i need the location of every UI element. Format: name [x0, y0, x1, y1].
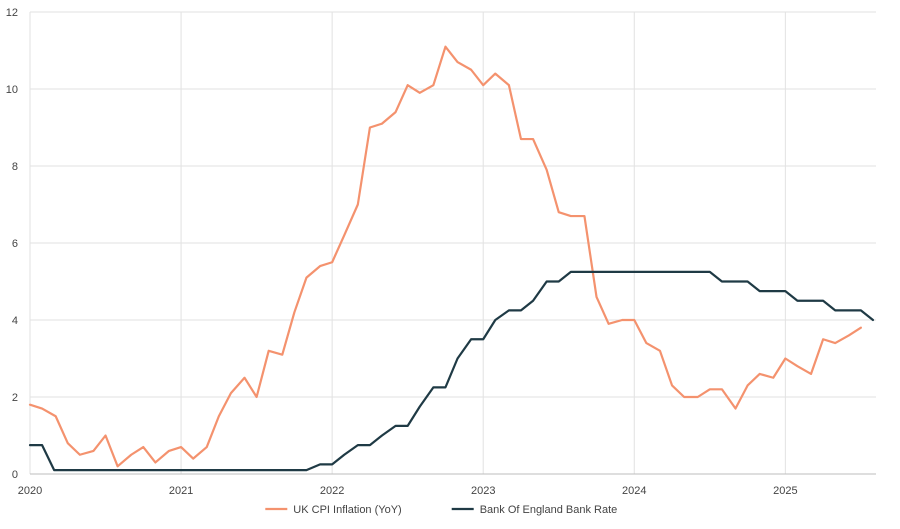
y-tick-label: 2	[12, 392, 18, 404]
x-tick-label: 2021	[169, 485, 193, 497]
y-tick-label: 4	[12, 315, 18, 327]
x-tick-label: 2020	[18, 485, 42, 497]
series-line-2	[28, 270, 875, 472]
y-tick-label: 10	[6, 84, 18, 96]
y-tick-label: 8	[12, 161, 18, 173]
legend-label: Bank Of England Bank Rate	[480, 504, 618, 516]
x-tick-label: 2023	[471, 485, 495, 497]
axes: 0 2 4 6 8 10 12 2020 2021 2022 2023 2024 2025	[6, 7, 876, 497]
y-tick-label: 6	[12, 238, 18, 250]
series-lines	[28, 45, 875, 472]
x-tick-label: 2022	[320, 485, 344, 497]
legend: UK CPI Inflation (YoY) Bank Of England Ba…	[265, 504, 617, 516]
x-tick-label: 2024	[622, 485, 646, 497]
y-tick-label: 0	[12, 469, 18, 481]
series-line-1	[28, 45, 862, 468]
x-tick-label: 2025	[773, 485, 797, 497]
legend-item-1: UK CPI Inflation (YoY)	[265, 504, 402, 516]
legend-label: UK CPI Inflation (YoY)	[293, 504, 401, 516]
y-tick-label: 12	[6, 7, 18, 19]
legend-item-2: Bank Of England Bank Rate	[451, 504, 618, 516]
grid-lines	[29, 11, 876, 474]
